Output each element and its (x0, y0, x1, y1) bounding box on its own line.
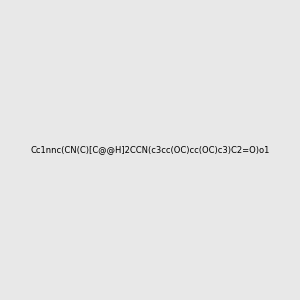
Text: Cc1nnc(CN(C)[C@@H]2CCN(c3cc(OC)cc(OC)c3)C2=O)o1: Cc1nnc(CN(C)[C@@H]2CCN(c3cc(OC)cc(OC)c3)… (30, 146, 270, 154)
